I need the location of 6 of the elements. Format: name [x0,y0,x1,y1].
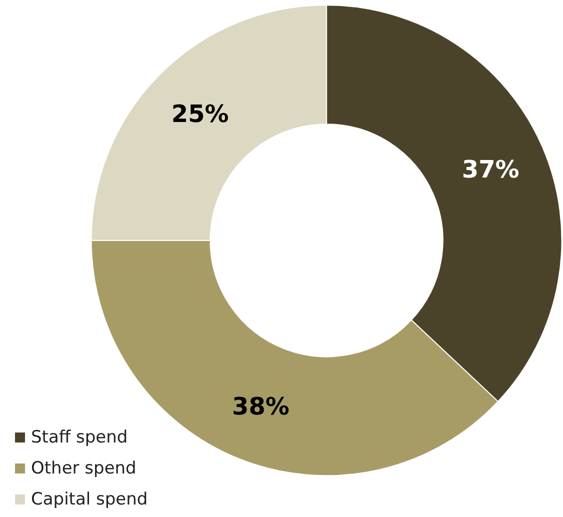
legend-label: Staff spend [31,428,128,448]
data-label: 37% [462,155,520,184]
data-label: 25% [171,100,229,128]
legend-label: Capital spend [31,490,148,510]
data-label: 38% [232,392,290,421]
legend-label: Other spend [31,458,136,478]
